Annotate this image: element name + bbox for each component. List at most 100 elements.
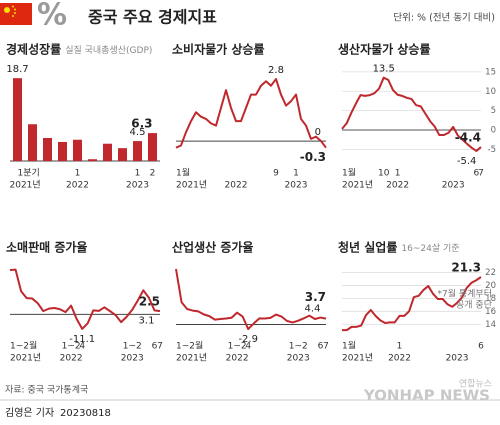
panel-title: 청년 실업률 xyxy=(338,240,397,255)
x-tick-label: 1 xyxy=(293,169,299,179)
x-tick-label: 6 xyxy=(473,169,479,179)
year-label: 2021년 xyxy=(342,353,373,364)
panel-title: 소비자물가 상승률 xyxy=(172,42,265,57)
x-tick-label: 7 xyxy=(323,342,329,352)
y-tick-label: 16 xyxy=(485,307,496,317)
unit-note: 단위: % (전년 동기 대비) xyxy=(393,12,495,24)
byline: 김영은 기자 xyxy=(5,407,54,419)
percent-symbol: % xyxy=(37,0,67,33)
china-flag xyxy=(0,3,32,25)
year-label: 2021년 xyxy=(176,180,207,191)
bar xyxy=(58,141,67,161)
year-label: 2023 xyxy=(121,354,144,364)
x-tick-label: 1월 xyxy=(342,167,356,179)
source: 자료: 중국 국가통계국 xyxy=(5,384,88,396)
line xyxy=(175,268,327,331)
bar xyxy=(73,139,82,161)
bar xyxy=(148,133,157,161)
main-title: 중국 주요 경제지표 xyxy=(88,8,217,27)
year-label: 2021년 xyxy=(342,180,373,191)
year-label: 2022 xyxy=(388,354,411,364)
panel-title: 생산자물가 상승률 xyxy=(338,42,431,57)
x-tick-label: 1월 xyxy=(342,340,356,352)
panel-title: 산업생산 증가율 xyxy=(172,240,253,255)
data-label: 4.5 xyxy=(130,127,146,138)
data-label: 3.1 xyxy=(139,315,155,326)
x-tick-label: 10 xyxy=(378,169,390,179)
x-tick-label: 1 xyxy=(397,342,403,352)
x-tick-label: 1~2 xyxy=(289,342,308,352)
note: *7월 통계부터 xyxy=(438,288,493,300)
y-tick-label: 18 xyxy=(485,294,496,304)
data-label: 18.7 xyxy=(6,64,28,75)
panel-title: 경제성장률 xyxy=(6,43,61,57)
data-label: -11.1 xyxy=(69,334,95,345)
x-tick-label: 4 xyxy=(79,342,85,352)
line xyxy=(342,276,482,332)
x-tick-label: 1~2 xyxy=(228,342,247,352)
y-tick-label: 20 xyxy=(485,281,496,291)
bar xyxy=(118,148,127,161)
panel-subtitle: 16~24살 기준 xyxy=(401,243,459,254)
agency: 연합뉴스 xyxy=(459,379,492,390)
x-tick-label: 6 xyxy=(152,342,158,352)
data-label: 2.8 xyxy=(268,65,284,76)
x-tick-label: 6 xyxy=(478,342,484,352)
line xyxy=(9,268,161,330)
panel-subtitle: 실질 국내총생산(GDP) xyxy=(65,44,152,56)
y-tick-label: -5 xyxy=(488,145,496,155)
year-label: 2023 xyxy=(126,181,149,191)
x-tick-label: 2 xyxy=(150,169,156,179)
x-tick-label: 1~2 xyxy=(62,342,81,352)
data-label: -5.4 xyxy=(457,156,477,167)
x-tick-label: 6 xyxy=(318,342,324,352)
x-tick-label: 7 xyxy=(478,169,484,179)
x-tick-label: 1 xyxy=(135,169,141,179)
watermark: YONHAP NEWS xyxy=(363,387,490,405)
year-label: 2022 xyxy=(386,181,409,191)
year-label: 2022 xyxy=(66,181,89,191)
year-label: 2023 xyxy=(442,181,465,191)
year-label: 2021년 xyxy=(176,353,207,364)
y-tick-label: 5 xyxy=(491,106,496,116)
year-label: 2021년 xyxy=(10,353,41,364)
bar xyxy=(43,137,52,161)
data-label: -0.3 xyxy=(300,150,326,164)
bar xyxy=(13,78,22,161)
year-label: 2022 xyxy=(225,181,248,191)
year-label: 2023 xyxy=(285,181,308,191)
x-tick-label: 7 xyxy=(157,342,163,352)
data-label: 2.5 xyxy=(139,295,160,309)
bar xyxy=(133,141,142,161)
data-label: 3.7 xyxy=(305,290,326,304)
year-label: 2022 xyxy=(60,354,83,364)
year-label: 2023 xyxy=(287,354,310,364)
date: 20230818 xyxy=(60,408,111,419)
x-tick-label: 1~2 xyxy=(123,342,142,352)
x-tick-label: 9 xyxy=(273,169,279,179)
year-label: 2022 xyxy=(226,354,249,364)
x-tick-label: 1월 xyxy=(176,167,190,179)
y-tick-label: 15 xyxy=(485,67,496,77)
x-tick-label: 1~2월 xyxy=(10,340,37,352)
x-tick-label: 1 xyxy=(395,169,401,179)
y-tick-label: 0 xyxy=(491,126,496,136)
x-tick-label: 4 xyxy=(245,342,251,352)
data-label: 4.4 xyxy=(305,304,321,315)
data-label: 0 xyxy=(315,127,321,138)
data-label: 21.3 xyxy=(451,261,481,275)
data-label: 6.3 xyxy=(131,117,152,131)
bar xyxy=(88,159,97,161)
bar xyxy=(103,143,112,161)
y-tick-label: 22 xyxy=(485,268,496,278)
x-tick-label: 1~2월 xyxy=(176,340,203,352)
panel-title: 소매판매 증가율 xyxy=(6,240,87,255)
note: 공개 중단 xyxy=(456,300,492,311)
bar xyxy=(28,124,37,161)
data-label: -4.4 xyxy=(455,131,481,145)
y-tick-label: 14 xyxy=(485,320,496,330)
y-tick-label: 10 xyxy=(485,87,496,97)
year-label: 2021년 xyxy=(10,180,41,191)
